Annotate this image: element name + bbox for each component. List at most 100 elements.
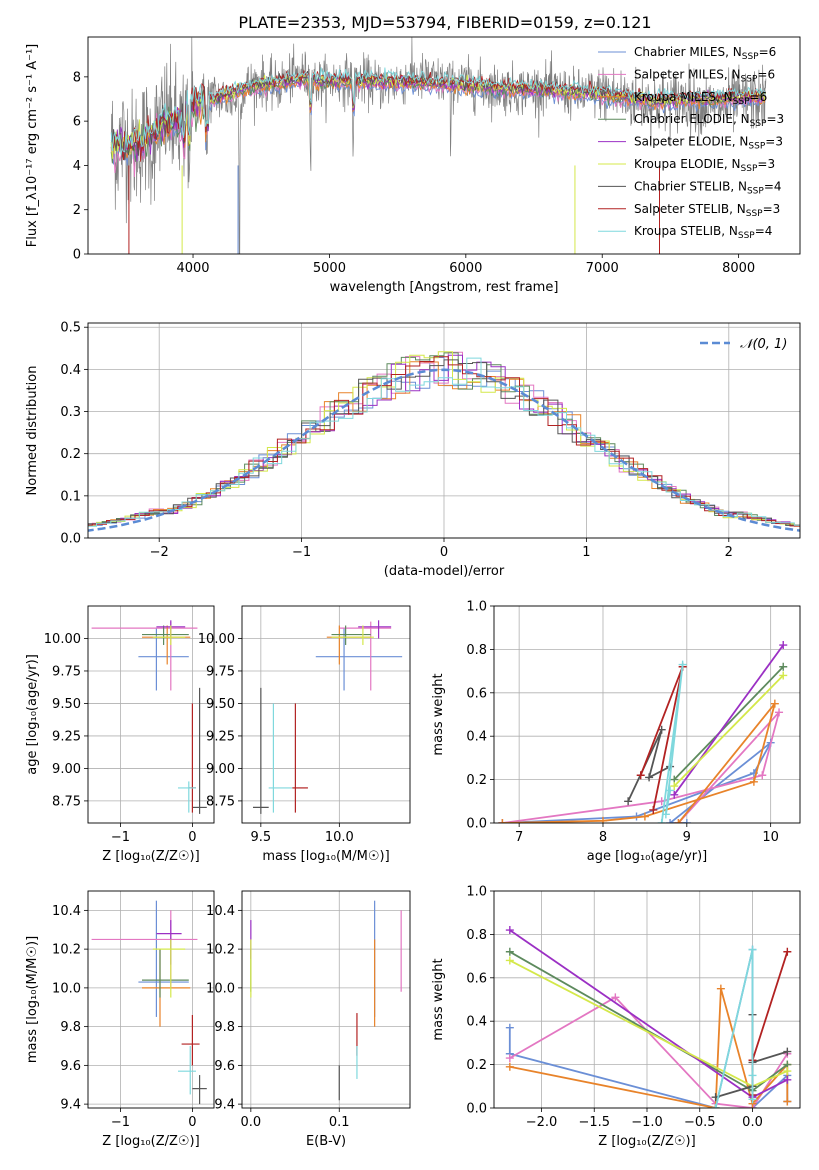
y-tick-label: 0.0	[60, 532, 81, 547]
series-point	[758, 771, 767, 780]
series-point	[505, 956, 514, 965]
series-line	[673, 666, 784, 781]
y-tick-label: 0.6	[466, 686, 487, 701]
axes-frame	[87, 605, 215, 824]
series-point	[657, 819, 666, 823]
model-spectrum-kroupa-stelib	[110, 67, 766, 155]
x-tick-label: 6000	[449, 261, 482, 276]
y-tick-label: 0	[73, 248, 81, 263]
axes-frame	[87, 36, 801, 255]
y-axis-label: mass weight	[431, 958, 446, 1040]
series-point	[598, 816, 607, 823]
y-tick-label: 9.75	[206, 664, 235, 679]
y-tick-label: 10.00	[44, 632, 81, 647]
series-point	[505, 1054, 514, 1063]
y-tick-label: 2	[73, 203, 81, 218]
legend-entry: Kroupa STELIB, NSSP=4	[634, 224, 772, 241]
legend-entry: Chabrier STELIB, NSSP=4	[634, 179, 782, 196]
normal-curve	[88, 368, 800, 532]
plot-area	[498, 641, 788, 823]
plot-area	[88, 351, 800, 532]
x-axis-label: Z [log₁₀(Z/Z☉)]	[598, 1134, 695, 1149]
plot-area	[91, 620, 207, 814]
y-tick-label: 8.75	[52, 794, 81, 809]
y-tick-label: 10.0	[206, 981, 235, 996]
x-tick-label: −1	[292, 545, 311, 560]
x-tick-label: −0.5	[684, 1115, 716, 1130]
legend-entry: Chabrier ELODIE, NSSP=3	[634, 112, 784, 129]
legend-entry: Salpeter STELIB, NSSP=3	[634, 202, 780, 219]
y-tick-label: 0.8	[466, 928, 487, 943]
plot-area	[250, 900, 402, 1101]
series-point	[716, 984, 725, 993]
series-point	[670, 782, 679, 791]
x-axis-label: mass [log₁₀(M/M☉)]	[262, 849, 389, 864]
series-point	[649, 805, 658, 814]
legend-entry: Chabrier MILES, NSSP=6	[634, 45, 776, 62]
plot-mass-weight-vs-age: 7 8 9 10 0.0 0.2 0.4 0.6 0.8 1.0 age [log₁₀(age/yr…	[431, 600, 801, 864]
x-tick-label: 0	[188, 1115, 196, 1130]
axes-frame	[241, 890, 411, 1109]
series-point	[645, 773, 654, 782]
x-tick-label: 7000	[586, 261, 619, 276]
legend-entry: Kroupa MILES, NSSP=6	[634, 90, 767, 107]
series-point	[505, 1023, 514, 1032]
x-tick-label: 8	[599, 830, 607, 845]
plot-age-vs-Z: −1 0 8.75 9.00 9.25 9.50 9.75 10.00 Z [log₁₀(Z/Z…	[25, 605, 215, 864]
x-tick-label: 9.5	[250, 830, 271, 845]
series-line	[715, 1014, 788, 1099]
x-tick-label: 4000	[176, 261, 209, 276]
y-tick-label: 1.0	[466, 600, 487, 615]
x-tick-label: −2	[150, 545, 169, 560]
series-point	[640, 812, 649, 821]
series-point	[711, 1104, 720, 1108]
series-point	[775, 708, 784, 717]
residual-histogram	[88, 357, 800, 527]
y-tick-label: 9.25	[52, 729, 81, 744]
legend-entry: Salpeter ELODIE, NSSP=3	[634, 135, 783, 152]
x-tick-label: 0.0	[240, 1115, 261, 1130]
plot-mass-vs-EBV: 0.0 0.1 9.4 9.6 9.8 10.0 10.2 10.4 E(B-V)	[206, 890, 411, 1149]
plot-spectrum: 4000 5000 6000 7000 8000 0 2 4 6 8 wavelength [Ang…	[25, 36, 801, 295]
y-tick-label: 0.2	[60, 447, 81, 462]
plot-residuals: −2 −1 0 1 2 0.0 0.1 0.2 0.3 0.4 0.5 (data-model)/er…	[25, 321, 801, 579]
series-point	[748, 1095, 757, 1104]
series-point	[748, 945, 757, 954]
series-point	[666, 819, 675, 823]
x-tick-label: 1	[582, 545, 590, 560]
y-tick-label: 1.0	[466, 885, 487, 900]
y-tick-label: 9.4	[60, 1098, 81, 1113]
series-point	[670, 790, 679, 799]
x-tick-label: 9	[683, 830, 691, 845]
y-tick-label: 9.50	[206, 697, 235, 712]
y-tick-label: 9.8	[60, 1020, 81, 1035]
y-tick-label: 9.50	[52, 697, 81, 712]
plot-area	[91, 900, 207, 1105]
series-point	[779, 662, 788, 671]
y-axis-label: Normed distribution	[25, 366, 40, 496]
series-point	[783, 1067, 792, 1076]
series-line	[714, 949, 754, 1108]
series-point	[505, 926, 514, 935]
x-axis-label: Z [log₁₀(Z/Z☉)]	[102, 849, 199, 864]
y-tick-label: 10.4	[206, 904, 235, 919]
axes-frame	[493, 605, 801, 824]
axes-frame	[87, 890, 215, 1109]
series-point	[661, 810, 670, 819]
series-line	[660, 664, 684, 823]
series-point	[749, 777, 758, 786]
series-line	[639, 666, 684, 811]
series-point	[624, 797, 633, 806]
x-tick-label: 0	[440, 545, 448, 560]
series-point	[611, 993, 620, 1002]
y-tick-label: 9.6	[60, 1059, 81, 1074]
y-tick-label: 0.4	[60, 363, 81, 378]
y-tick-label: 10.2	[206, 943, 235, 958]
x-tick-label: 10	[762, 830, 779, 845]
legend-entry: Salpeter MILES, NSSP=6	[634, 67, 775, 84]
series-line	[502, 703, 776, 823]
y-tick-label: 0.3	[60, 405, 81, 420]
x-tick-label: 10.0	[325, 830, 354, 845]
x-axis-label: (data-model)/error	[384, 564, 505, 579]
